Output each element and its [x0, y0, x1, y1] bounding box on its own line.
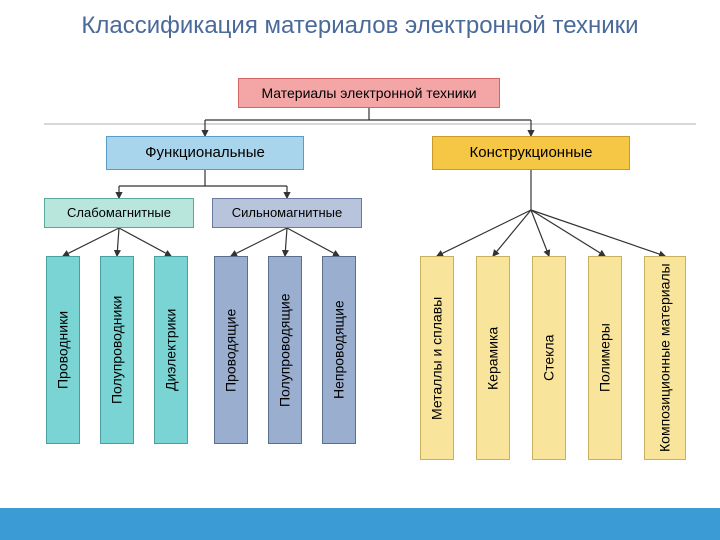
page-title: Классификация материалов электронной тех…	[0, 0, 720, 48]
node-weak-magnetic: Слабомагнитные	[44, 198, 194, 228]
leaf-strong-2: Непроводящие	[322, 256, 356, 444]
leaf-constr-3: Полимеры	[588, 256, 622, 460]
node-strong-magnetic: Сильномагнитные	[212, 198, 362, 228]
leaf-weak-2: Диэлектрики	[154, 256, 188, 444]
leaf-weak-1: Полупроводники	[100, 256, 134, 444]
node-root: Материалы электронной техники	[238, 78, 500, 108]
leaf-constr-0: Металлы и сплавы	[420, 256, 454, 460]
node-functional: Функциональные	[106, 136, 304, 170]
footer-bar	[0, 508, 720, 540]
leaf-weak-0: Проводники	[46, 256, 80, 444]
leaf-constr-4: Композиционные материалы	[644, 256, 686, 460]
leaf-constr-2: Стекла	[532, 256, 566, 460]
node-constructional: Конструкционные	[432, 136, 630, 170]
leaf-strong-0: Проводящие	[214, 256, 248, 444]
leaf-strong-1: Полупроводящие	[268, 256, 302, 444]
leaf-constr-1: Керамика	[476, 256, 510, 460]
